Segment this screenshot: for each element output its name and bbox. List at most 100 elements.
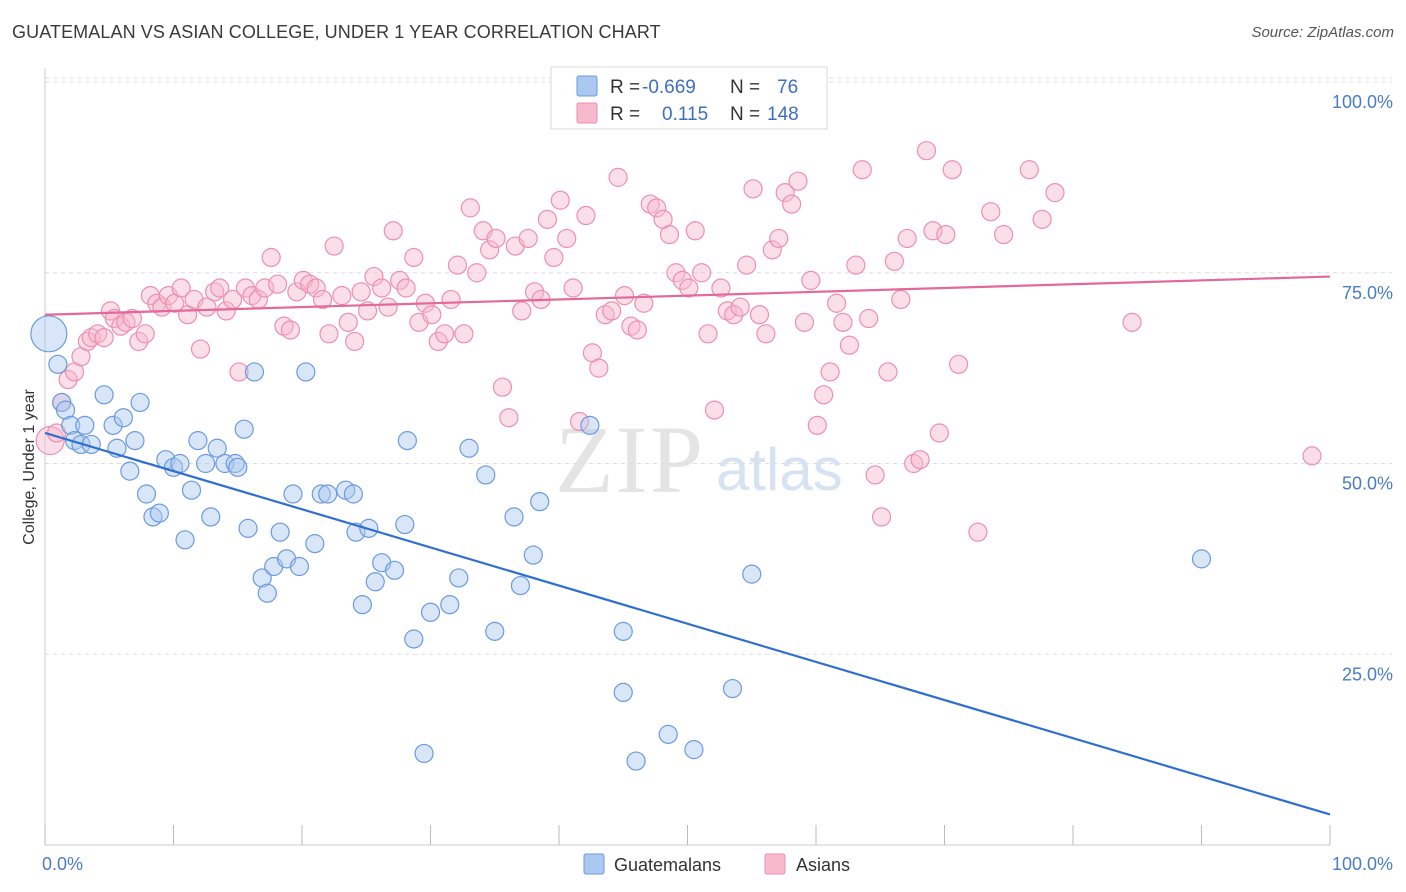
asian-point <box>312 289 333 310</box>
guatemalan-point <box>270 522 290 542</box>
guatemalan-point <box>283 484 303 504</box>
guatemalan-point <box>238 518 258 538</box>
asian-point <box>627 320 647 340</box>
guatemalan-point <box>440 595 460 615</box>
x-tick-label-right: 100.0% <box>1332 854 1393 874</box>
asian-point <box>878 362 898 382</box>
asian-point <box>1019 160 1039 180</box>
asian-point <box>968 522 988 542</box>
asian-point <box>724 305 744 325</box>
axes <box>44 68 1331 846</box>
asian-point <box>775 183 795 203</box>
asian-point <box>171 278 191 298</box>
trend-lines <box>44 275 1331 816</box>
asian-point <box>319 324 339 344</box>
guatemalan-point <box>613 621 633 641</box>
asian-point <box>467 263 487 283</box>
guatemalan-point <box>94 385 114 405</box>
guatemalan-point <box>170 453 190 474</box>
asian-point <box>794 312 815 332</box>
y-tick-label: 75.0% <box>1342 283 1393 303</box>
legend-n-label: N = <box>730 104 760 125</box>
asian-point <box>357 301 378 321</box>
legend-r-label: R = <box>610 77 640 98</box>
guatemalan-point <box>228 457 248 477</box>
asian-point <box>730 297 750 317</box>
guatemalan-points <box>30 315 1212 771</box>
guatemalan-point <box>510 575 531 596</box>
asian-point <box>711 278 731 298</box>
guatemalan-point <box>289 556 310 577</box>
asian-point <box>58 369 78 390</box>
legend-n-value: 76 <box>777 77 798 98</box>
guatemalan-point <box>530 492 550 512</box>
asian-point <box>692 263 712 283</box>
asian-point <box>916 141 937 161</box>
source-label: Source: ZipAtlas.com <box>1251 24 1394 41</box>
guatemalan-point <box>485 621 505 641</box>
asian-point <box>267 274 288 294</box>
asian-point <box>378 297 398 317</box>
guatemalan-point <box>365 572 385 592</box>
guatemalan-trend-line <box>44 431 1331 816</box>
asian-point <box>891 289 911 310</box>
legend-swatch-asian <box>576 102 598 124</box>
guatemalan-point <box>343 484 363 504</box>
asian-point <box>190 339 211 359</box>
asian-point <box>550 190 570 210</box>
asian-point <box>647 198 667 218</box>
asian-point <box>865 465 885 485</box>
guatemalan-point <box>684 740 704 760</box>
asian-point <box>255 278 275 298</box>
asian-point <box>704 400 725 420</box>
guatemalan-point <box>318 484 338 504</box>
asian-point <box>1302 446 1322 466</box>
guatemalan-point <box>181 480 202 500</box>
guatemalan-point <box>420 602 441 622</box>
asian-point <box>910 450 930 470</box>
asian-point <box>280 320 301 340</box>
guatemalan-point <box>626 751 646 771</box>
guatemalan-point <box>352 595 372 615</box>
chart-title: GUATEMALAN VS ASIAN COLLEGE, UNDER 1 YEA… <box>12 22 661 42</box>
asian-point <box>94 328 114 348</box>
legend-label-guatemalans: Guatemalans <box>614 855 721 875</box>
guatemalan-point <box>130 392 150 413</box>
asian-point <box>801 270 821 290</box>
asian-point <box>454 324 474 344</box>
asian-point <box>563 278 583 298</box>
asian-point <box>122 308 142 329</box>
asian-point <box>210 278 230 298</box>
asian-point <box>324 236 344 256</box>
asian-point <box>608 167 628 187</box>
asian-point <box>216 301 236 321</box>
guatemalan-point <box>449 568 469 588</box>
asian-point <box>557 228 577 249</box>
asian-point <box>332 286 352 306</box>
asian-point <box>428 331 448 352</box>
asian-point <box>871 507 892 527</box>
asian-point <box>820 362 840 382</box>
asian-point <box>486 228 506 249</box>
guatemalan-point <box>55 400 76 420</box>
guatemalan-point <box>244 362 265 382</box>
guatemalan-point <box>397 431 417 451</box>
guatemalan-point <box>658 724 678 744</box>
asian-point <box>698 324 718 344</box>
asian-point <box>338 312 358 332</box>
asian-point <box>929 423 949 443</box>
asian-point <box>447 255 468 275</box>
x-tick-label-left: 0.0% <box>42 854 83 874</box>
asian-point <box>685 221 705 241</box>
asian-point <box>949 354 969 374</box>
guatemalan-point <box>305 534 325 554</box>
guatemalan-point <box>196 453 216 474</box>
asian-point <box>229 362 249 382</box>
guatemalan-point <box>48 354 68 374</box>
asian-point <box>351 282 371 302</box>
asian-point <box>422 305 442 325</box>
asian-point <box>306 278 326 298</box>
asian-point <box>544 247 564 268</box>
asian-point <box>666 263 686 283</box>
